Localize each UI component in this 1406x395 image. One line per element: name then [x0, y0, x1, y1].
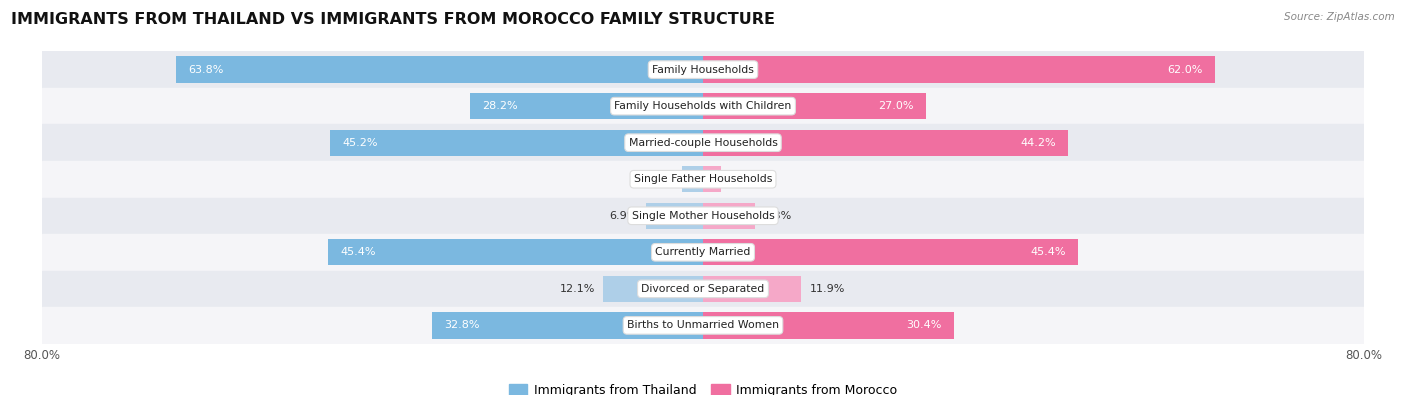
Bar [703, 203, 755, 229]
Text: 45.4%: 45.4% [1031, 247, 1066, 257]
Text: 28.2%: 28.2% [482, 101, 517, 111]
Text: 2.5%: 2.5% [645, 174, 673, 184]
Text: Single Mother Households: Single Mother Households [631, 211, 775, 221]
Bar [682, 166, 703, 192]
Text: 63.8%: 63.8% [188, 65, 224, 75]
Bar [329, 130, 703, 156]
Text: Currently Married: Currently Married [655, 247, 751, 257]
Text: 45.4%: 45.4% [340, 247, 375, 257]
Text: 11.9%: 11.9% [810, 284, 845, 294]
Bar [42, 307, 1364, 344]
Bar [328, 239, 703, 265]
Text: 30.4%: 30.4% [907, 320, 942, 330]
Legend: Immigrants from Thailand, Immigrants from Morocco: Immigrants from Thailand, Immigrants fro… [503, 379, 903, 395]
Bar [42, 88, 1364, 124]
Bar [42, 198, 1364, 234]
Bar [703, 276, 801, 302]
Text: Family Households with Children: Family Households with Children [614, 101, 792, 111]
Bar [603, 276, 703, 302]
Bar [703, 312, 955, 339]
Text: Source: ZipAtlas.com: Source: ZipAtlas.com [1284, 12, 1395, 22]
Text: 32.8%: 32.8% [444, 320, 479, 330]
Text: 6.9%: 6.9% [609, 211, 638, 221]
Bar [703, 166, 721, 192]
Text: Births to Unmarried Women: Births to Unmarried Women [627, 320, 779, 330]
Bar [645, 203, 703, 229]
Bar [176, 56, 703, 83]
Bar [42, 124, 1364, 161]
Text: 27.0%: 27.0% [879, 101, 914, 111]
Text: 6.3%: 6.3% [763, 211, 792, 221]
Bar [703, 130, 1069, 156]
Bar [703, 56, 1215, 83]
Text: 62.0%: 62.0% [1167, 65, 1202, 75]
Bar [470, 93, 703, 119]
Text: 44.2%: 44.2% [1021, 138, 1056, 148]
Text: Divorced or Separated: Divorced or Separated [641, 284, 765, 294]
Text: IMMIGRANTS FROM THAILAND VS IMMIGRANTS FROM MOROCCO FAMILY STRUCTURE: IMMIGRANTS FROM THAILAND VS IMMIGRANTS F… [11, 12, 775, 27]
Text: Family Households: Family Households [652, 65, 754, 75]
Text: Married-couple Households: Married-couple Households [628, 138, 778, 148]
Bar [42, 234, 1364, 271]
Bar [703, 239, 1078, 265]
Text: 2.2%: 2.2% [730, 174, 758, 184]
Text: Single Father Households: Single Father Households [634, 174, 772, 184]
Bar [432, 312, 703, 339]
Text: 12.1%: 12.1% [560, 284, 595, 294]
Bar [703, 93, 927, 119]
Bar [42, 51, 1364, 88]
Bar [42, 161, 1364, 198]
Text: 45.2%: 45.2% [342, 138, 378, 148]
Bar [42, 271, 1364, 307]
